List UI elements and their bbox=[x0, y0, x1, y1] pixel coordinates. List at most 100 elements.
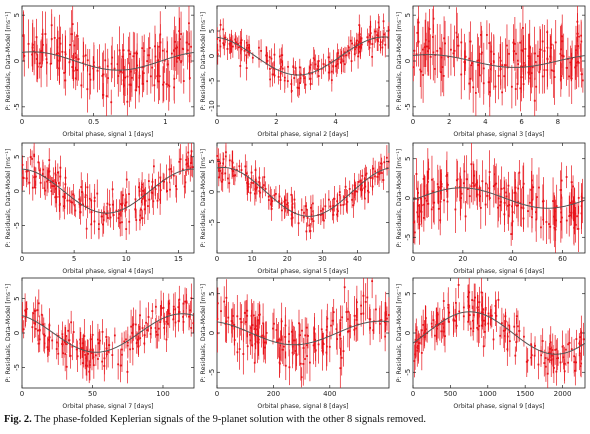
data-point bbox=[552, 358, 555, 361]
data-point bbox=[254, 325, 257, 327]
data-point bbox=[454, 208, 457, 211]
y-tick-label: 5 bbox=[208, 291, 216, 295]
data-point bbox=[89, 364, 91, 366]
data-point bbox=[503, 335, 506, 337]
data-point bbox=[250, 181, 253, 184]
model-curve bbox=[216, 320, 390, 346]
data-point bbox=[284, 324, 287, 327]
data-point bbox=[455, 31, 458, 34]
data-point bbox=[149, 333, 152, 335]
data-point bbox=[120, 203, 122, 205]
data-point bbox=[467, 295, 469, 298]
data-point bbox=[249, 333, 251, 336]
data-point bbox=[442, 75, 445, 77]
data-point bbox=[448, 321, 450, 323]
data-point bbox=[281, 348, 284, 351]
data-point bbox=[366, 296, 369, 299]
data-point bbox=[330, 324, 332, 327]
data-point bbox=[572, 202, 575, 205]
data-point bbox=[71, 23, 74, 26]
data-point bbox=[222, 42, 225, 45]
data-point bbox=[473, 299, 476, 302]
data-point bbox=[348, 52, 351, 55]
data-point bbox=[447, 183, 449, 186]
data-point bbox=[163, 180, 165, 183]
data-point bbox=[63, 205, 66, 208]
data-point bbox=[414, 341, 417, 343]
data-point bbox=[251, 324, 253, 327]
data-point bbox=[266, 59, 269, 62]
data-point bbox=[154, 188, 157, 191]
data-point bbox=[311, 218, 313, 220]
data-point bbox=[438, 323, 441, 326]
data-point bbox=[384, 335, 387, 338]
data-point bbox=[415, 329, 418, 331]
data-point bbox=[478, 301, 481, 304]
y-axis-label: P: Residuals, Data-Model [ms⁻¹] bbox=[396, 284, 403, 382]
data-point bbox=[72, 331, 75, 333]
data-point bbox=[540, 354, 543, 357]
data-point bbox=[300, 209, 303, 211]
data-point bbox=[177, 320, 180, 323]
data-point bbox=[469, 77, 472, 80]
data-point bbox=[74, 209, 77, 212]
data-point bbox=[328, 345, 331, 348]
data-point bbox=[377, 21, 380, 24]
data-point bbox=[489, 68, 492, 71]
data-point bbox=[518, 171, 521, 174]
data-point bbox=[187, 151, 190, 154]
data-point bbox=[468, 82, 471, 85]
data-point bbox=[353, 44, 356, 47]
data-point bbox=[54, 174, 57, 176]
data-point bbox=[309, 206, 312, 209]
data-point bbox=[59, 42, 62, 45]
x-tick-label: 10 bbox=[122, 255, 131, 263]
data-point bbox=[291, 202, 294, 205]
data-point bbox=[541, 75, 544, 78]
data-point bbox=[440, 183, 443, 185]
data-point bbox=[311, 72, 314, 75]
data-point bbox=[189, 309, 192, 312]
data-point bbox=[347, 310, 350, 313]
data-point bbox=[560, 179, 563, 182]
data-point bbox=[105, 213, 108, 216]
data-point bbox=[425, 328, 427, 331]
x-tick-label: 0 bbox=[215, 118, 219, 126]
data-point bbox=[227, 177, 229, 180]
data-point bbox=[86, 88, 89, 91]
data-point bbox=[481, 308, 484, 311]
data-point bbox=[508, 204, 511, 206]
data-point bbox=[58, 67, 61, 70]
x-tick-label: 2 bbox=[447, 118, 451, 126]
data-point bbox=[219, 39, 221, 42]
data-point bbox=[309, 361, 311, 364]
data-point bbox=[457, 44, 460, 47]
data-point bbox=[344, 185, 347, 188]
data-point bbox=[490, 50, 493, 53]
panel-7: 0 50 100 -5 0 5 Orbital phase, signal 7 [days]… bbox=[5, 277, 195, 410]
data-point bbox=[50, 38, 53, 40]
data-point bbox=[417, 21, 420, 24]
data-points bbox=[413, 278, 585, 388]
data-point bbox=[55, 187, 57, 190]
x-tick-label: 50 bbox=[88, 390, 97, 398]
data-point bbox=[468, 314, 471, 316]
data-point bbox=[580, 212, 583, 215]
data-point bbox=[455, 179, 458, 182]
data-point bbox=[273, 53, 276, 56]
data-point bbox=[55, 53, 58, 55]
data-point bbox=[417, 204, 419, 207]
data-point bbox=[146, 80, 148, 83]
data-point bbox=[245, 67, 248, 69]
data-point bbox=[357, 48, 360, 51]
x-tick-label: 0 bbox=[215, 255, 219, 263]
data-point bbox=[73, 44, 76, 47]
data-point bbox=[466, 188, 469, 190]
data-point bbox=[476, 306, 479, 309]
data-point bbox=[305, 326, 308, 329]
data-point bbox=[103, 211, 106, 214]
data-point bbox=[387, 29, 390, 32]
data-point bbox=[351, 42, 353, 45]
data-point bbox=[33, 153, 36, 156]
data-point bbox=[35, 36, 38, 39]
